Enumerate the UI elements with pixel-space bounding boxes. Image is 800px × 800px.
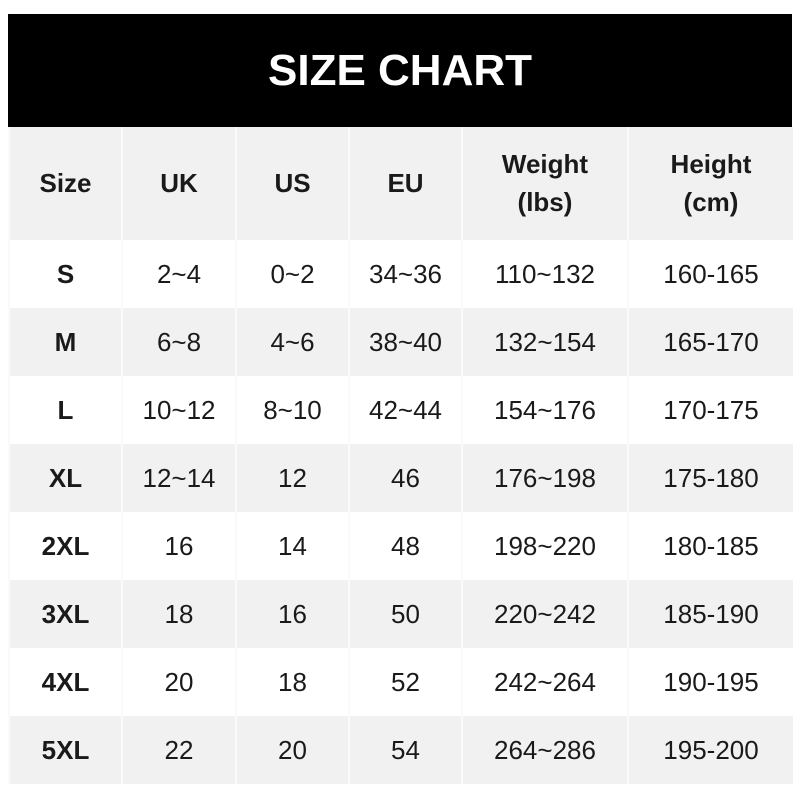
table-row: S 2~4 0~2 34~36 110~132 160-165 <box>8 240 793 308</box>
table-cell: 4~6 <box>235 308 349 376</box>
table-cell: 220~242 <box>461 580 628 648</box>
size-cell: 5XL <box>8 716 122 784</box>
table-cell: 165-170 <box>627 308 793 376</box>
column-header: Weight (lbs) <box>461 127 628 240</box>
size-cell: 2XL <box>8 512 122 580</box>
table-cell: 12 <box>235 444 349 512</box>
table-cell: 154~176 <box>461 376 628 444</box>
column-header: Size <box>8 127 122 240</box>
table-cell: 18 <box>235 648 349 716</box>
header-row: Size UK US EU Weight (lbs) Height (cm) <box>8 127 793 240</box>
table-cell: 38~40 <box>348 308 462 376</box>
column-header: US <box>235 127 349 240</box>
table-cell: 6~8 <box>121 308 236 376</box>
table-cell: 160-165 <box>627 240 793 308</box>
table-cell: 50 <box>348 580 462 648</box>
table-row: 5XL 22 20 54 264~286 195-200 <box>8 716 793 784</box>
table-cell: 16 <box>121 512 236 580</box>
table-cell: 180-185 <box>627 512 793 580</box>
table-cell: 176~198 <box>461 444 628 512</box>
table-row: 4XL 20 18 52 242~264 190-195 <box>8 648 793 716</box>
table-cell: 10~12 <box>121 376 236 444</box>
page-title: SIZE CHART <box>8 14 792 127</box>
table-cell: 42~44 <box>348 376 462 444</box>
size-chart-table: Size UK US EU Weight (lbs) Height (cm) S 2~4 0~… <box>8 127 793 784</box>
table-row: M 6~8 4~6 38~40 132~154 165-170 <box>8 308 793 376</box>
table-cell: 190-195 <box>627 648 793 716</box>
size-cell: 4XL <box>8 648 122 716</box>
table-row: L 10~12 8~10 42~44 154~176 170-175 <box>8 376 793 444</box>
size-cell: 3XL <box>8 580 122 648</box>
size-cell: M <box>8 308 122 376</box>
column-header: EU <box>348 127 462 240</box>
table-cell: 2~4 <box>121 240 236 308</box>
table-row: 2XL 16 14 48 198~220 180-185 <box>8 512 793 580</box>
table-cell: 18 <box>121 580 236 648</box>
table-cell: 195-200 <box>627 716 793 784</box>
table-cell: 198~220 <box>461 512 628 580</box>
table-cell: 16 <box>235 580 349 648</box>
size-cell: L <box>8 376 122 444</box>
table-cell: 20 <box>235 716 349 784</box>
table-cell: 34~36 <box>348 240 462 308</box>
table-cell: 132~154 <box>461 308 628 376</box>
table-row: 3XL 18 16 50 220~242 185-190 <box>8 580 793 648</box>
table-cell: 14 <box>235 512 349 580</box>
table-cell: 12~14 <box>121 444 236 512</box>
table-cell: 170-175 <box>627 376 793 444</box>
size-cell: XL <box>8 444 122 512</box>
table-cell: 54 <box>348 716 462 784</box>
table-cell: 185-190 <box>627 580 793 648</box>
table-cell: 8~10 <box>235 376 349 444</box>
table-cell: 20 <box>121 648 236 716</box>
table-cell: 264~286 <box>461 716 628 784</box>
column-header: UK <box>121 127 236 240</box>
table-cell: 46 <box>348 444 462 512</box>
size-cell: S <box>8 240 122 308</box>
table-cell: 0~2 <box>235 240 349 308</box>
table-row: XL 12~14 12 46 176~198 175-180 <box>8 444 793 512</box>
table-cell: 110~132 <box>461 240 628 308</box>
table-cell: 48 <box>348 512 462 580</box>
table-cell: 52 <box>348 648 462 716</box>
table-cell: 22 <box>121 716 236 784</box>
column-header: Height (cm) <box>627 127 793 240</box>
table-cell: 242~264 <box>461 648 628 716</box>
table-cell: 175-180 <box>627 444 793 512</box>
